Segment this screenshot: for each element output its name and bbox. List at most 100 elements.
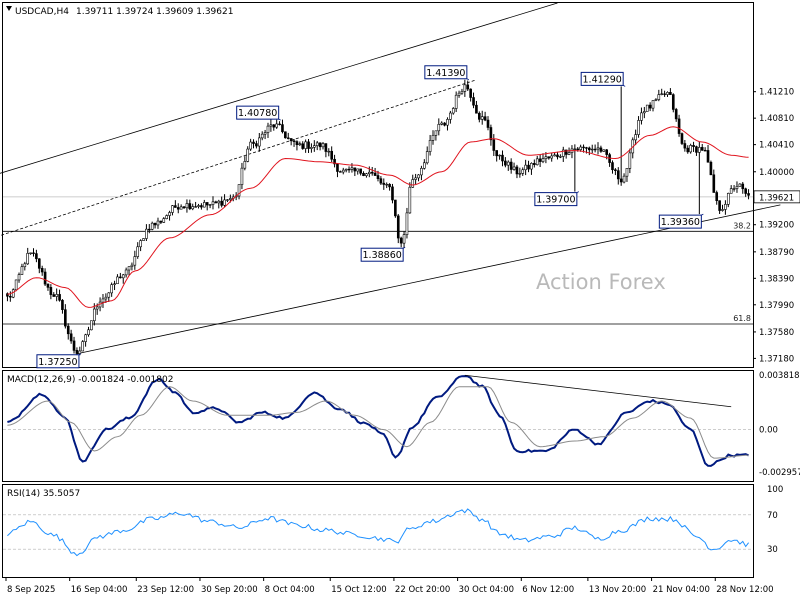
candle-body [266, 125, 270, 133]
x-tick-label: 6 Nov 12:00 [522, 585, 574, 595]
y-tick-label: 1.37580 [759, 328, 794, 338]
candle-body [188, 203, 192, 210]
x-tick-label: 23 Sep 12:00 [137, 585, 194, 595]
macd-y-tick-label: 0.00 [759, 426, 778, 436]
candle-body [726, 193, 730, 205]
fib-level-label: 38.2 [733, 221, 751, 230]
candle-body [344, 168, 348, 171]
candle-body [640, 112, 643, 121]
candle-body [11, 289, 15, 298]
candle-body [628, 152, 632, 169]
candle-body [596, 147, 600, 150]
candle-body [226, 199, 229, 201]
candle-body [666, 92, 669, 95]
candle-body [365, 173, 368, 176]
y-tick-label: 1.38790 [759, 248, 794, 258]
candle-body [466, 84, 470, 90]
candle-body [116, 276, 119, 285]
candle-body [518, 173, 522, 175]
candle-body [425, 151, 429, 164]
price-label-leader [622, 85, 626, 87]
candle-body [9, 295, 12, 298]
candle-body [240, 167, 244, 185]
candle-body [26, 252, 30, 265]
candle-body [107, 292, 111, 298]
candle-body [651, 100, 655, 109]
y-tick-label: 1.37990 [759, 301, 794, 311]
candle-body [622, 175, 626, 183]
candle-body [35, 253, 38, 260]
price-label-leader [701, 213, 704, 216]
current-price-tag [753, 190, 800, 204]
candle-body [29, 252, 32, 254]
candles-layer [6, 79, 750, 358]
candle-body [437, 124, 441, 132]
candle-body [457, 92, 461, 96]
candle-body [660, 93, 664, 95]
candle-body [669, 92, 672, 95]
candle-body [110, 284, 113, 294]
candle-body [721, 209, 724, 211]
price-label-leader [466, 78, 470, 81]
candle-body [388, 183, 391, 188]
candle-body [376, 175, 380, 179]
candle-body [732, 188, 736, 190]
y-tick-label: 1.40000 [759, 168, 794, 178]
candle-body [275, 123, 278, 128]
candle-body [553, 154, 556, 157]
candle-body [197, 205, 200, 207]
candle-body [492, 139, 496, 151]
candle-body [321, 143, 325, 148]
levels-layer: 38.2 61.8 [3, 196, 753, 325]
candle-body [263, 132, 267, 135]
candle-body [92, 308, 96, 322]
candle-body [64, 309, 67, 327]
candle-body [185, 203, 189, 209]
candle-body [396, 215, 400, 239]
price-label-box [360, 247, 404, 262]
candle-body [14, 279, 18, 291]
candle-body [648, 104, 652, 109]
candle-body [145, 228, 148, 239]
candle-body [121, 274, 125, 279]
candle-body [49, 287, 53, 295]
candle-body [255, 143, 258, 147]
candle-body [680, 133, 684, 144]
y-tick-label: 1.40410 [759, 141, 794, 151]
candle-body [489, 127, 493, 141]
price-label-text: 1.37250 [38, 357, 77, 368]
candle-body [399, 237, 403, 244]
candle-body [411, 179, 415, 188]
candle-body [689, 145, 692, 153]
x-tick-label: 8 Sep 2025 [7, 585, 55, 595]
candle-body [124, 269, 128, 276]
candle-body [286, 137, 290, 139]
candle-body [217, 200, 221, 204]
candle-body [602, 149, 606, 152]
candle-body [214, 201, 218, 204]
candle-body [443, 122, 446, 126]
chart-header: USDCAD,H4 1.39711 1.39724 1.39609 1.3962… [6, 6, 233, 17]
macd-trendline [464, 374, 732, 408]
candle-body [718, 200, 721, 211]
price-label-box [580, 71, 624, 86]
candle-body [362, 172, 365, 176]
candle-body [278, 123, 281, 126]
candle-body [382, 182, 386, 185]
candle-body [339, 171, 342, 173]
candle-body [162, 218, 166, 223]
candle-body [252, 141, 255, 144]
y-tick-label: 1.40810 [759, 114, 794, 124]
candle-body [165, 215, 168, 219]
x-tick-label: 30 Oct 04:00 [459, 585, 514, 595]
candle-body [295, 141, 299, 146]
candle-body [318, 142, 322, 148]
candle-body [440, 122, 444, 125]
candle-body [243, 161, 247, 169]
candle-body [391, 186, 394, 201]
candle-body [101, 298, 105, 303]
candle-body [408, 186, 412, 214]
candle-body [353, 167, 357, 172]
candle-body [521, 169, 525, 174]
current-price-tag-text: 1.39621 [759, 193, 794, 203]
